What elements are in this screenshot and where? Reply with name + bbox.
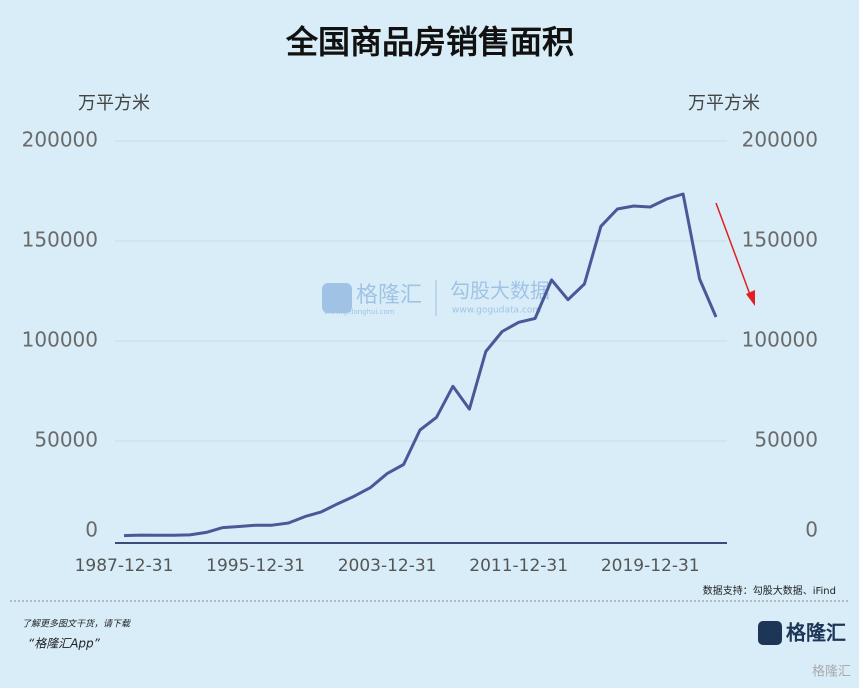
y-tick-label: 0 [85, 518, 98, 542]
watermark-brand: 格隆汇 [356, 283, 422, 308]
y2-tick-label: 0 [805, 518, 818, 542]
y2-axis-label: 万平方米 [688, 93, 760, 114]
y-tick-label: 200000 [22, 128, 98, 152]
watermark-partner: 勾股大数据 [450, 279, 550, 303]
line-series [123, 192, 718, 538]
x-tick-label: 1987-12-31 [75, 556, 174, 576]
x-tick-label: 2011-12-31 [469, 556, 568, 576]
watermark-icon [322, 283, 352, 313]
footer-text: 了解更多图文干货，请下载 [22, 619, 131, 630]
y-tick-label: 100000 [22, 328, 98, 352]
y2-tick-label: 200000 [742, 128, 818, 152]
x-tick-label: 1995-12-31 [206, 556, 305, 576]
y-tick-label: 150000 [22, 228, 98, 252]
y2-tick-label: 150000 [742, 228, 818, 252]
y2-tick-label: 50000 [754, 428, 818, 452]
y-axis-label: 万平方米 [78, 93, 150, 114]
watermark-brand-url: www.gelonghui.com [324, 308, 395, 316]
watermark-partner-url: www.gogudata.com [452, 306, 541, 316]
x-tick-label: 2003-12-31 [338, 556, 437, 576]
arrow-head [746, 290, 755, 306]
logo-icon [758, 621, 782, 645]
chart-title: 全国商品房销售面积 [285, 23, 574, 61]
y-tick-label: 50000 [34, 428, 98, 452]
logo-text: 格隆汇 [786, 621, 846, 645]
footer-app: “格隆汇App” [28, 637, 101, 651]
x-tick-label: 2019-12-31 [601, 556, 700, 576]
arrow [715, 202, 753, 301]
corner-watermark: 格隆汇 [812, 664, 851, 680]
watermark: 格隆汇 www.gelonghui.com 勾股大数据 www.gogudata… [322, 279, 550, 316]
source: 数据支持：勾股大数据、iFind [703, 584, 836, 597]
y2-tick-label: 100000 [742, 328, 818, 352]
